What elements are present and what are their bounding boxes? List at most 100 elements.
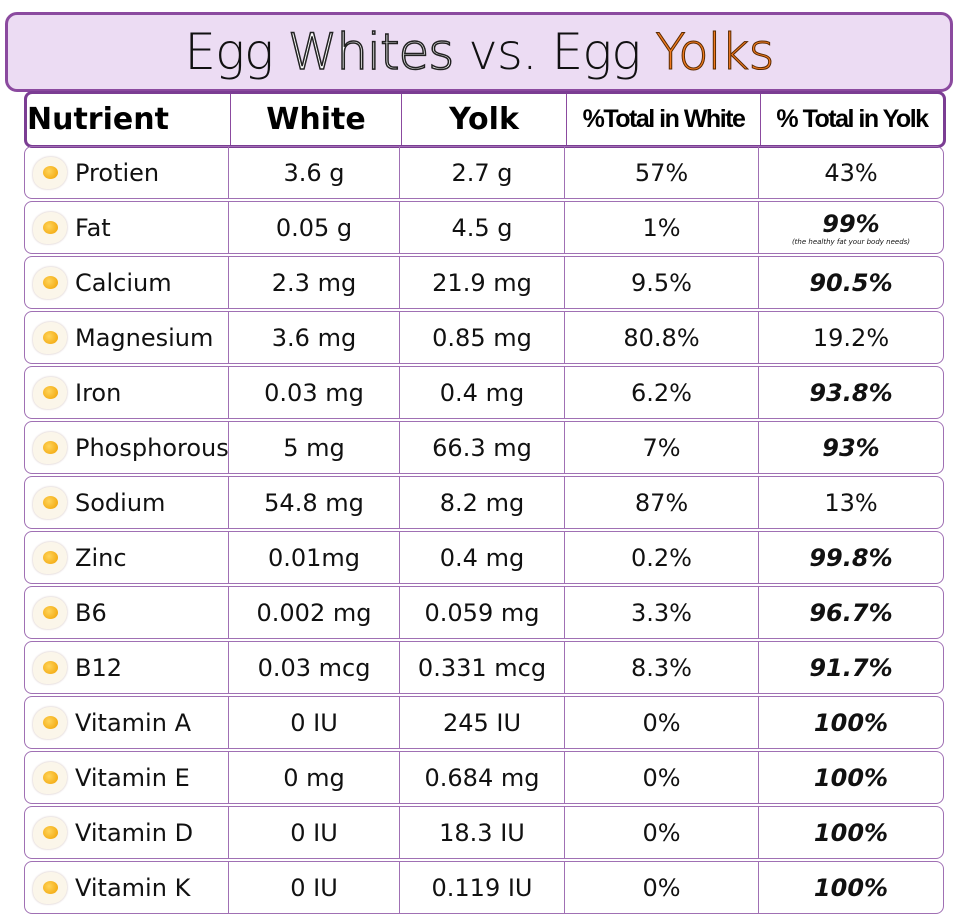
table-row: Sodium 54.8 mg 8.2 mg 87% 13% [24, 476, 944, 529]
white-value: 0.03 mg [229, 367, 400, 418]
yolk-value: 21.9 mg [400, 257, 565, 308]
yolk-value: 0.119 IU [400, 862, 565, 913]
white-value: 0.01mg [229, 532, 400, 583]
yolk-value: 2.7 g [400, 147, 565, 198]
egg-icon [33, 761, 67, 794]
white-value: 5 mg [229, 422, 400, 473]
table-row: Fat 0.05 g 4.5 g 1% 99% (the healthy fat … [24, 201, 944, 254]
pct-white-value: 0% [565, 807, 759, 858]
pct-yolk-cell: 90.5% [759, 257, 943, 308]
yolk-value: 0.4 mg [400, 532, 565, 583]
pct-yolk-value: 100% [813, 873, 889, 902]
nutrient-name: Calcium [75, 268, 172, 297]
pct-white-value: 80.8% [565, 312, 759, 363]
yolk-value: 66.3 mg [400, 422, 565, 473]
nutrient-cell: Fat [25, 202, 229, 253]
pct-white-value: 0% [565, 862, 759, 913]
pct-yolk-cell: 99% (the healthy fat your body needs) [759, 202, 943, 253]
table-row: Iron 0.03 mg 0.4 mg 6.2% 93.8% [24, 366, 944, 419]
yolk-value: 4.5 g [400, 202, 565, 253]
pct-white-value: 0.2% [565, 532, 759, 583]
egg-icon [33, 706, 67, 739]
pct-yolk-value: 43% [824, 158, 878, 187]
egg-icon [33, 651, 67, 684]
pct-white-value: 0% [565, 697, 759, 748]
nutrient-name: B12 [75, 653, 123, 682]
pct-yolk-cell: 93% [759, 422, 943, 473]
white-value: 2.3 mg [229, 257, 400, 308]
nutrient-cell: Protien [25, 147, 229, 198]
pct-white-value: 1% [565, 202, 759, 253]
pct-yolk-cell: 100% [759, 862, 943, 913]
pct-white-value: 8.3% [565, 642, 759, 693]
pct-white-value: 6.2% [565, 367, 759, 418]
nutrient-cell: Phosphorous [25, 422, 229, 473]
header-nutrient: Nutrient [27, 94, 231, 145]
yolk-value: 245 IU [400, 697, 565, 748]
nutrient-name: Magnesium [75, 323, 214, 352]
nutrient-name: Vitamin K [75, 873, 191, 902]
pct-yolk-value: 90.5% [809, 268, 893, 297]
white-value: 0.05 g [229, 202, 400, 253]
nutrient-name: Vitamin D [75, 818, 194, 847]
nutrient-name: Protien [75, 158, 160, 187]
egg-icon [33, 486, 67, 519]
table-row: Zinc 0.01mg 0.4 mg 0.2% 99.8% [24, 531, 944, 584]
pct-yolk-value: 96.7% [809, 598, 893, 627]
pct-yolk-cell: 99.8% [759, 532, 943, 583]
title-whites: Whites [287, 22, 455, 82]
nutrient-cell: B6 [25, 587, 229, 638]
pct-white-value: 87% [565, 477, 759, 528]
nutrient-name: Vitamin E [75, 763, 190, 792]
title-yolks: Yolks [655, 23, 775, 82]
pct-yolk-cell: 43% [759, 147, 943, 198]
pct-yolk-cell: 100% [759, 752, 943, 803]
nutrient-name: Iron [75, 378, 122, 407]
table-row: B12 0.03 mcg 0.331 mcg 8.3% 91.7% [24, 641, 944, 694]
pct-yolk-cell: 91.7% [759, 642, 943, 693]
pct-yolk-value: 93% [822, 433, 880, 462]
nutrient-cell: Magnesium [25, 312, 229, 363]
white-value: 0.002 mg [229, 587, 400, 638]
egg-icon [33, 376, 67, 409]
pct-yolk-value: 100% [813, 708, 889, 737]
egg-icon [33, 431, 67, 464]
nutrient-cell: Zinc [25, 532, 229, 583]
white-value: 3.6 mg [229, 312, 400, 363]
egg-icon [33, 266, 67, 299]
nutrient-cell: Sodium [25, 477, 229, 528]
pct-yolk-value: 13% [824, 488, 878, 517]
nutrient-table: Protien 3.6 g 2.7 g 57% 43% Fat 0.05 g 4.… [24, 146, 944, 916]
nutrient-name: Phosphorous [75, 433, 229, 462]
egg-icon [33, 541, 67, 574]
pct-yolk-cell: 13% [759, 477, 943, 528]
page-title: Egg Whites vs. Egg Yolks [5, 12, 953, 92]
header-white: White [231, 94, 402, 145]
yolk-value: 18.3 IU [400, 807, 565, 858]
pct-white-value: 7% [565, 422, 759, 473]
nutrient-name: Sodium [75, 488, 166, 517]
white-value: 0 IU [229, 697, 400, 748]
yolk-value: 0.684 mg [400, 752, 565, 803]
yolk-value: 0.331 mcg [400, 642, 565, 693]
table-row: Magnesium 3.6 mg 0.85 mg 80.8% 19.2% [24, 311, 944, 364]
pct-yolk-cell: 93.8% [759, 367, 943, 418]
nutrient-name: Vitamin A [75, 708, 191, 737]
white-value: 54.8 mg [229, 477, 400, 528]
pct-white-value: 3.3% [565, 587, 759, 638]
pct-white-value: 57% [565, 147, 759, 198]
pct-yolk-cell: 100% [759, 807, 943, 858]
table-row: Vitamin K 0 IU 0.119 IU 0% 100% [24, 861, 944, 914]
table-row: Phosphorous 5 mg 66.3 mg 7% 93% [24, 421, 944, 474]
nutrient-cell: B12 [25, 642, 229, 693]
nutrient-cell: Calcium [25, 257, 229, 308]
table-row: Calcium 2.3 mg 21.9 mg 9.5% 90.5% [24, 256, 944, 309]
egg-icon [33, 156, 67, 189]
pct-yolk-value: 91.7% [809, 653, 893, 682]
pct-yolk-cell: 100% [759, 697, 943, 748]
pct-yolk-value: 93.8% [809, 378, 893, 407]
egg-icon [33, 596, 67, 629]
nutrient-cell: Vitamin D [25, 807, 229, 858]
pct-yolk-note: (the healthy fat your body needs) [791, 237, 911, 246]
white-value: 0 IU [229, 862, 400, 913]
